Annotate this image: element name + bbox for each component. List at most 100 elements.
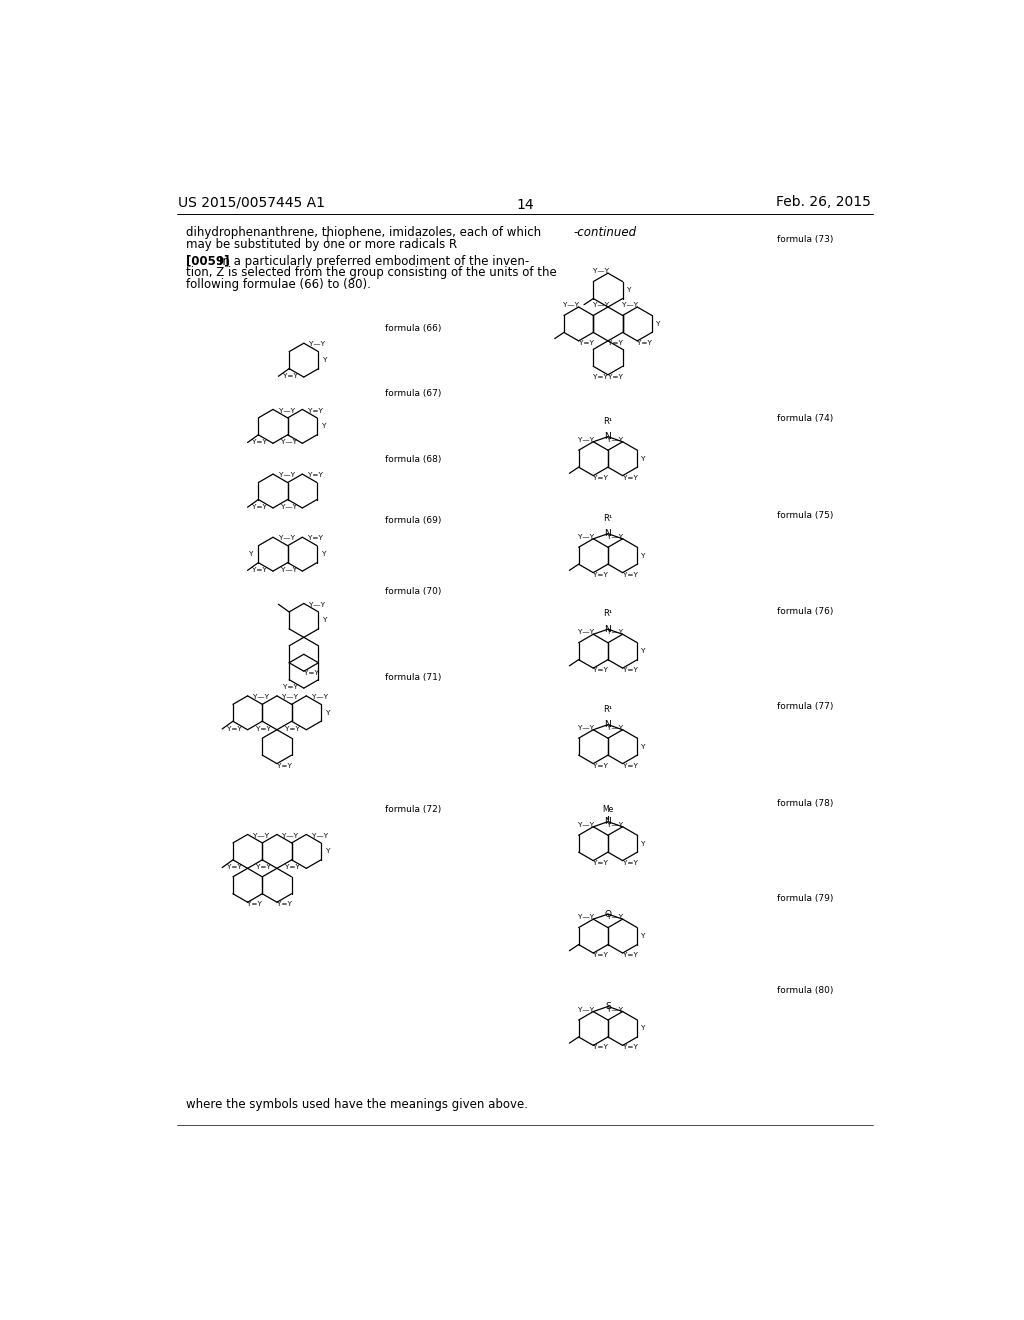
Text: Y—Y: Y—Y	[578, 915, 594, 920]
Text: Y=Y: Y=Y	[226, 726, 242, 731]
Text: Y=Y: Y=Y	[256, 726, 271, 731]
Text: Y: Y	[324, 618, 328, 623]
Text: formula (74): formula (74)	[777, 414, 834, 422]
Text: Y—Y: Y—Y	[593, 302, 608, 308]
Text: Y—Y: Y—Y	[607, 822, 624, 828]
Text: Y=Y: Y=Y	[593, 859, 608, 866]
Text: Y=Y: Y=Y	[286, 865, 300, 870]
Text: Y=Y: Y=Y	[623, 475, 637, 480]
Text: formula (78): formula (78)	[777, 799, 834, 808]
Text: -continued: -continued	[573, 226, 637, 239]
Text: R¹: R¹	[603, 513, 612, 523]
Text: Y: Y	[641, 933, 646, 939]
Text: Y=Y: Y=Y	[283, 684, 298, 690]
Text: N: N	[604, 529, 611, 539]
Text: Y—Y: Y—Y	[578, 630, 594, 635]
Text: formula (69): formula (69)	[385, 516, 441, 525]
Text: Y—Y: Y—Y	[563, 302, 580, 308]
Text: Y—Y: Y—Y	[607, 915, 624, 920]
Text: Y=Y: Y=Y	[252, 504, 267, 510]
Text: Y—Y: Y—Y	[281, 504, 297, 510]
Text: Y: Y	[326, 849, 330, 854]
Text: Y: Y	[322, 424, 326, 429]
Text: Y: Y	[641, 648, 646, 655]
Text: Y: Y	[641, 841, 646, 846]
Text: Y—Y: Y—Y	[578, 1007, 594, 1012]
Text: Y—Y: Y—Y	[283, 833, 298, 838]
Text: Y—Y: Y—Y	[279, 473, 295, 478]
Text: Y=Y: Y=Y	[283, 374, 298, 379]
Text: following formulae (66) to (80).: following formulae (66) to (80).	[186, 277, 371, 290]
Text: Y=Y: Y=Y	[286, 726, 300, 731]
Text: N: N	[604, 817, 611, 826]
Text: Y—Y: Y—Y	[279, 536, 295, 541]
Text: Y: Y	[324, 358, 328, 363]
Text: Y: Y	[249, 552, 254, 557]
Text: Y—Y: Y—Y	[607, 437, 624, 442]
Text: In a particularly preferred embodiment of the inven-: In a particularly preferred embodiment o…	[219, 255, 529, 268]
Text: Y: Y	[641, 1026, 646, 1031]
Text: formula (66): formula (66)	[385, 323, 441, 333]
Text: formula (68): formula (68)	[385, 455, 441, 463]
Text: Y=Y: Y=Y	[256, 865, 271, 870]
Text: N: N	[604, 432, 611, 441]
Text: Y: Y	[641, 553, 646, 558]
Text: Y=Y: Y=Y	[623, 1044, 637, 1051]
Text: Y=Y: Y=Y	[308, 536, 324, 541]
Text: Y—Y: Y—Y	[578, 533, 594, 540]
Text: Y=Y: Y=Y	[308, 473, 324, 478]
Text: Y=Y: Y=Y	[637, 339, 652, 346]
Text: formula (77): formula (77)	[777, 702, 834, 711]
Text: tion, Z is selected from the group consisting of the units of the: tion, Z is selected from the group consi…	[186, 267, 557, 280]
Text: Y=Y: Y=Y	[593, 374, 608, 380]
Text: Y—Y: Y—Y	[607, 630, 624, 635]
Text: Y=Y: Y=Y	[623, 572, 637, 578]
Text: where the symbols used have the meanings given above.: where the symbols used have the meanings…	[186, 1098, 528, 1111]
Text: Y—Y: Y—Y	[593, 268, 608, 275]
Text: formula (67): formula (67)	[385, 389, 441, 399]
Text: Y—Y: Y—Y	[311, 694, 328, 700]
Text: may be substituted by one or more radicals R: may be substituted by one or more radica…	[186, 238, 457, 251]
Text: formula (72): formula (72)	[385, 805, 441, 814]
Text: 14: 14	[516, 198, 534, 213]
Text: Y—Y: Y—Y	[279, 408, 295, 413]
Text: Y—Y: Y—Y	[253, 694, 269, 700]
Text: Y: Y	[656, 321, 660, 327]
Text: N: N	[604, 721, 611, 729]
Text: R¹: R¹	[603, 417, 612, 426]
Text: Y=Y: Y=Y	[623, 859, 637, 866]
Text: Y=Y: Y=Y	[593, 952, 608, 958]
Text: R¹: R¹	[603, 705, 612, 714]
Text: Y=Y: Y=Y	[608, 374, 623, 380]
Text: [0059]: [0059]	[186, 255, 229, 268]
Text: Y—Y: Y—Y	[622, 302, 638, 308]
Text: Y=Y: Y=Y	[248, 902, 262, 907]
Text: Y—Y: Y—Y	[578, 725, 594, 731]
Text: R¹: R¹	[603, 610, 612, 618]
Text: formula (75): formula (75)	[777, 511, 834, 520]
Text: Y—Y: Y—Y	[607, 725, 624, 731]
Text: Y: Y	[326, 710, 330, 715]
Text: Y—Y: Y—Y	[309, 602, 326, 607]
Text: Y—Y: Y—Y	[253, 833, 269, 838]
Text: Y=Y: Y=Y	[304, 671, 318, 676]
Text: Y—Y: Y—Y	[283, 694, 298, 700]
Text: Y=Y: Y=Y	[593, 763, 608, 768]
Text: Y=Y: Y=Y	[623, 667, 637, 673]
Text: Y—Y: Y—Y	[281, 440, 297, 445]
Text: Y—Y: Y—Y	[578, 822, 594, 828]
Text: Y=Y: Y=Y	[593, 475, 608, 480]
Text: Y: Y	[322, 552, 326, 557]
Text: Y=Y: Y=Y	[276, 763, 292, 768]
Text: formula (71): formula (71)	[385, 673, 441, 681]
Text: Y=Y: Y=Y	[623, 763, 637, 768]
Text: Y—Y: Y—Y	[607, 1007, 624, 1012]
Text: S: S	[605, 1002, 611, 1011]
Text: N: N	[604, 624, 611, 634]
Text: Me: Me	[602, 805, 613, 814]
Text: US 2015/0057445 A1: US 2015/0057445 A1	[178, 195, 326, 210]
Text: Y: Y	[641, 743, 646, 750]
Text: dihydrophenanthrene, thiophene, imidazoles, each of which: dihydrophenanthrene, thiophene, imidazol…	[186, 226, 541, 239]
Text: 1: 1	[324, 235, 330, 244]
Text: Y=Y: Y=Y	[308, 408, 324, 413]
